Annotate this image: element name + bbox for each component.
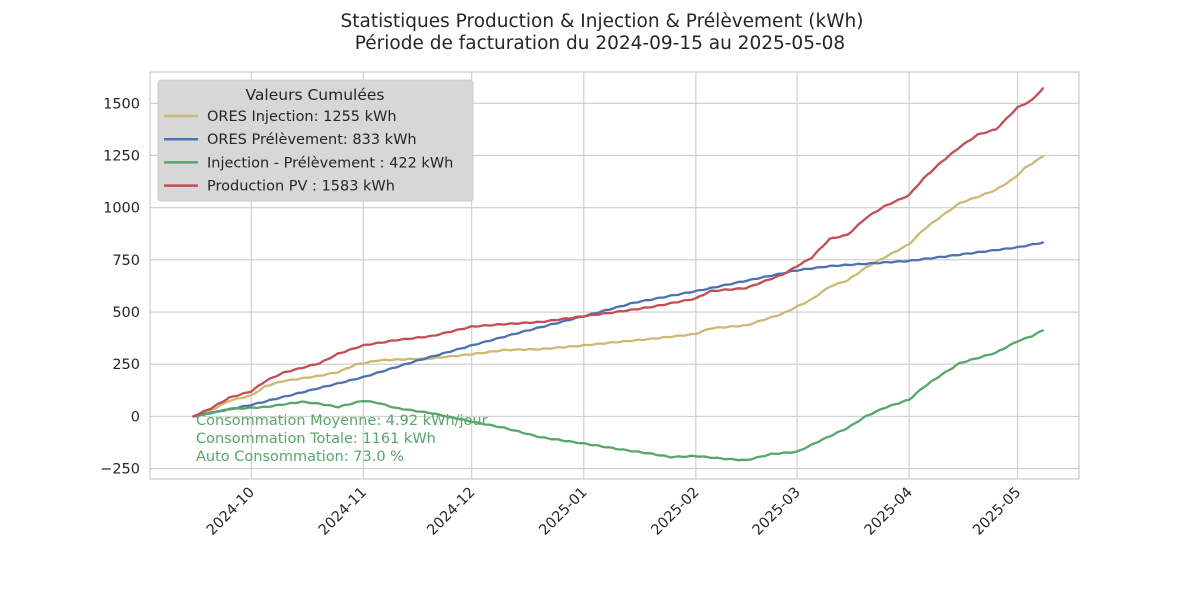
series-line-2 (192, 241, 1045, 418)
y-tick-label: 1500 (103, 96, 140, 112)
series-line-4 (192, 87, 1045, 418)
series-line-3 (192, 329, 1045, 462)
series-line-1 (192, 155, 1045, 418)
legend-label: Injection - Prélèvement : 422 kWh (207, 155, 453, 171)
annotation-text: Auto Consommation: 73.0 % (196, 449, 404, 465)
plot-frame (149, 71, 1080, 480)
legend-label: ORES Injection: 1255 kWh (207, 109, 397, 125)
series-layer (192, 87, 1045, 462)
chart-subtitle: Période de facturation du 2024-09-15 au … (355, 33, 845, 54)
y-tick-label: 0 (131, 409, 140, 425)
annotation-text: Consommation Moyenne: 4.92 kWh/jour (196, 413, 488, 429)
legend-label: ORES Prélèvement: 833 kWh (207, 132, 417, 148)
y-tick-label: 500 (112, 305, 140, 321)
y-tick-label: 1250 (103, 148, 140, 164)
chart-title: Statistiques Production & Injection & Pr… (341, 11, 864, 32)
legend-title: Valeurs Cumulées (246, 86, 385, 104)
y-tick-label: 1000 (103, 201, 140, 217)
legend-label: Production PV : 1583 kWh (207, 179, 395, 195)
y-tick-label: 750 (112, 253, 140, 269)
y-tick-label: 250 (112, 357, 140, 373)
annotations: Consommation Moyenne: 4.92 kWh/jour Conso… (196, 413, 488, 465)
y-axis: −250 0 250 500 750 1000 1250 1500 (100, 96, 140, 477)
grid (150, 72, 1079, 479)
legend: Valeurs Cumulées ORES Injection: 1255 kW… (157, 79, 474, 202)
annotation-text: Consommation Totale: 1161 kWh (196, 431, 436, 447)
y-tick-label: −250 (100, 462, 140, 478)
legend-box (157, 79, 474, 202)
